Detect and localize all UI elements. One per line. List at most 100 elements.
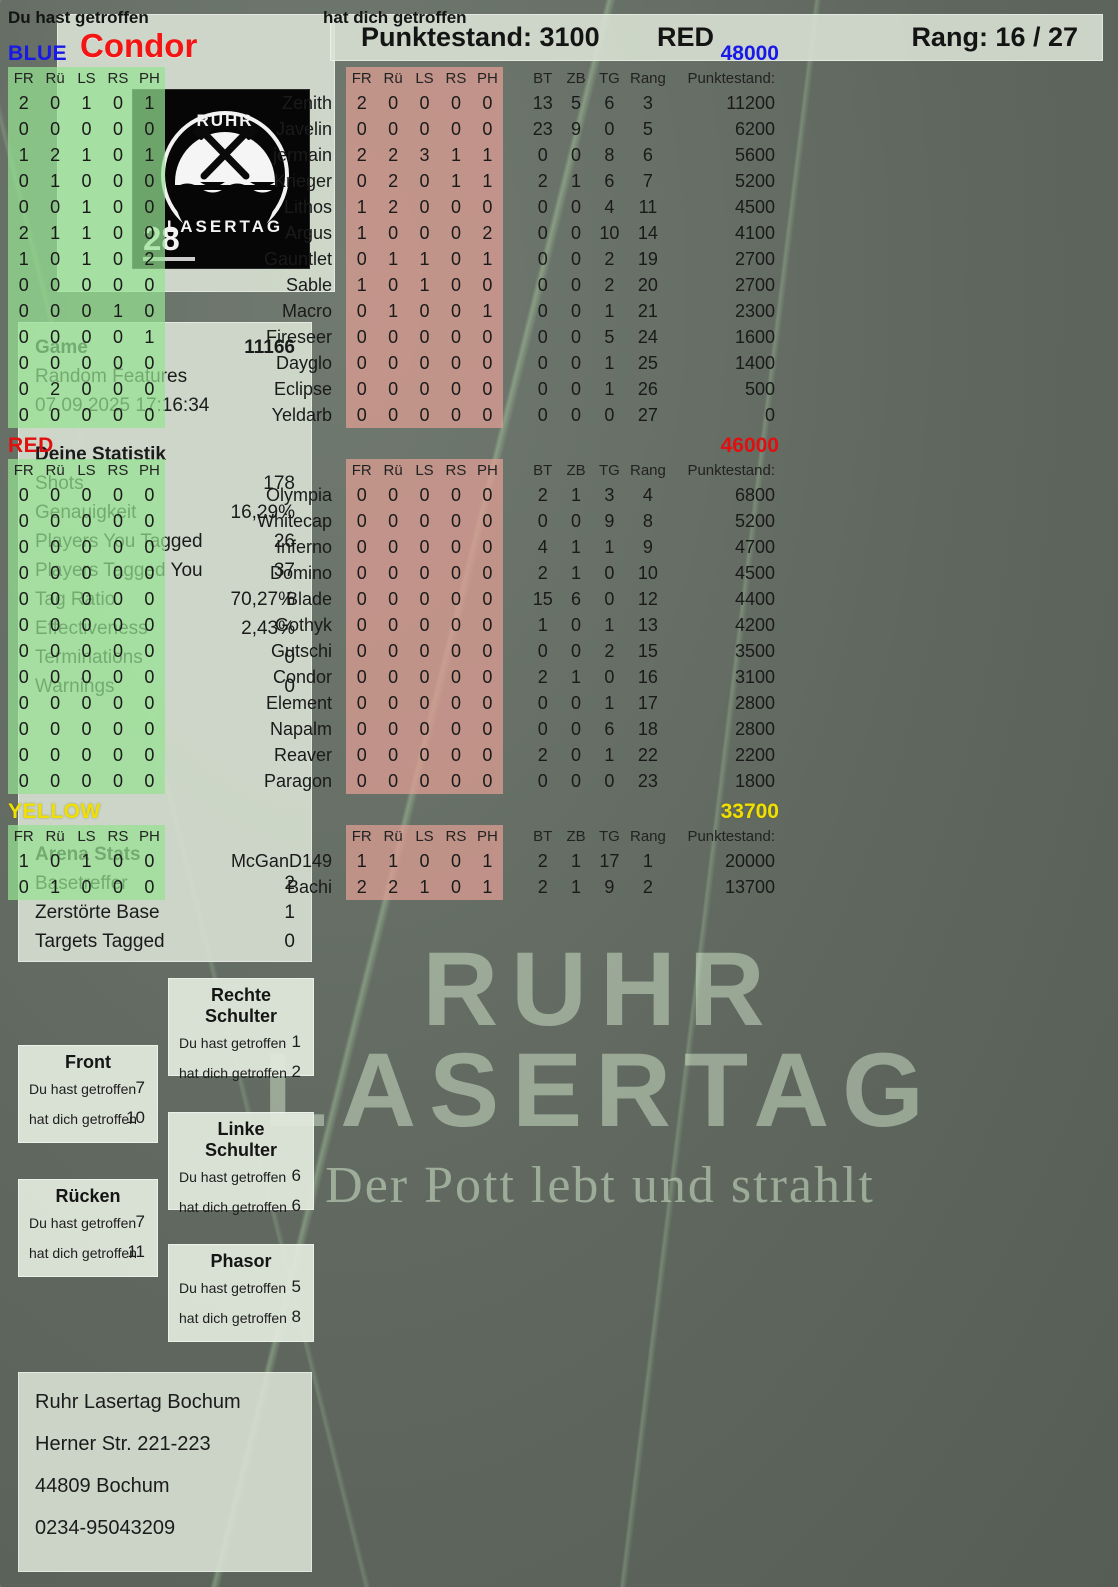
cell-points: 2800 bbox=[734, 692, 775, 713]
table-row[interactable]: 0 1 0 0 0 Bachi 2 2 1 0 1 2 1 9 2 13700 bbox=[8, 874, 779, 900]
table-row[interactable]: 0 0 0 0 0 Condor 0 0 0 0 0 2 1 0 16 3100 bbox=[8, 664, 779, 690]
table-row[interactable]: 1 0 1 0 2 Gauntlet 0 1 1 0 1 0 0 2 19 2700 bbox=[8, 246, 779, 272]
col-head-Rang: Rang bbox=[629, 828, 666, 845]
table-row[interactable]: 0 0 0 0 0 Sable 1 0 1 0 0 0 0 2 20 2700 bbox=[8, 272, 779, 298]
col-head-TG: TG bbox=[598, 462, 620, 479]
cell-points: 6800 bbox=[734, 484, 775, 505]
table-row[interactable]: 0 0 0 0 0 Gothyk 0 0 0 0 0 1 0 1 13 4200 bbox=[8, 612, 779, 638]
cell-hit-you: 0 bbox=[440, 874, 472, 900]
cell-you-hit: 0 bbox=[8, 742, 40, 768]
cell-points: 500 bbox=[744, 378, 775, 399]
cell-you-hit: 0 bbox=[8, 402, 40, 428]
table-row[interactable]: 0 0 0 0 0 Paragon 0 0 0 0 0 0 0 0 23 1800 bbox=[8, 768, 779, 794]
table-row[interactable]: 1 2 1 0 1 jermain 2 2 3 1 1 0 0 8 6 5600 bbox=[8, 142, 779, 168]
table-row[interactable]: 0 0 0 0 0 Inferno 0 0 0 0 0 4 1 1 9 4700 bbox=[8, 534, 779, 560]
cell-you-hit: 0 bbox=[102, 246, 134, 272]
cell-you-hit: 0 bbox=[102, 402, 134, 428]
cell-hit-you: 0 bbox=[471, 742, 504, 768]
cell-player-name: Dayglo bbox=[275, 352, 332, 373]
table-row[interactable]: 0 0 0 0 0 Napalm 0 0 0 0 0 0 0 6 18 2800 bbox=[8, 716, 779, 742]
cell-you-hit: 0 bbox=[70, 534, 103, 560]
cell-you-hit: 0 bbox=[70, 560, 103, 586]
bodypart-title: Rücken bbox=[55, 1186, 121, 1206]
cell-hit-you: 0 bbox=[408, 848, 441, 874]
table-row[interactable]: 0 1 0 0 0 Krieger 0 2 0 1 1 2 1 6 7 5200 bbox=[8, 168, 779, 194]
table-row[interactable]: 0 0 0 0 0 Whitecap 0 0 0 0 0 0 0 9 8 5200 bbox=[8, 508, 779, 534]
cell-hit-you: 0 bbox=[408, 116, 441, 142]
table-row[interactable]: 2 0 1 0 1 Zenith 2 0 0 0 0 13 5 6 3 11200 bbox=[8, 90, 779, 116]
arena-stat-row: Zerstörte Base 1 bbox=[19, 900, 311, 929]
arena-stat-value: 1 bbox=[284, 902, 295, 923]
cell-hit-you: 0 bbox=[346, 246, 378, 272]
cell-hit-you: 0 bbox=[440, 90, 472, 116]
cell-rang: 12 bbox=[637, 588, 658, 609]
cell-you-hit: 0 bbox=[8, 194, 40, 220]
cell-you-hit: 0 bbox=[70, 664, 103, 690]
stat-value: 0 bbox=[284, 647, 295, 668]
cell-rang: 15 bbox=[637, 640, 658, 661]
cell-rang: 18 bbox=[637, 718, 658, 739]
cell-you-hit: 0 bbox=[39, 272, 71, 298]
cell-player-name: Krieger bbox=[273, 170, 332, 191]
cell-hit-you: 0 bbox=[346, 664, 378, 690]
cell-hit-you: 0 bbox=[377, 534, 409, 560]
scoretable: BLUE 48000 FR Rü LS RS PH FR Rü LS RS PH BT ZB TG Rang P… bbox=[8, 36, 779, 900]
table-row[interactable]: 0 0 1 0 0 Lithos 1 2 0 0 0 0 0 4 11 4500 bbox=[8, 194, 779, 220]
cell-player-name: Sable bbox=[285, 274, 332, 295]
table-row[interactable]: 0 0 0 0 0 Dayglo 0 0 0 0 0 0 0 1 25 1400 bbox=[8, 350, 779, 376]
cell-tg: 6 bbox=[604, 92, 615, 113]
table-row[interactable]: 1 0 1 0 0 McGanD149 1 1 0 0 1 2 1 17 1 20000 bbox=[8, 848, 779, 874]
table-row[interactable]: 0 0 0 0 0 Gutschi 0 0 0 0 0 0 0 2 15 3500 bbox=[8, 638, 779, 664]
table-row[interactable]: 0 0 0 0 0 Domino 0 0 0 0 0 2 1 0 10 4500 bbox=[8, 560, 779, 586]
bodypart-box-phasor: Phasor Du hast getroffen 5 hat dich getroff… bbox=[168, 1244, 314, 1342]
table-row[interactable]: 0 0 0 0 0 Javelin 0 0 0 0 0 23 9 0 5 6200 bbox=[8, 116, 779, 142]
table-row[interactable]: 0 0 0 0 1 Fireseer 0 0 0 0 0 0 0 5 24 1600 bbox=[8, 324, 779, 350]
col-head-playername bbox=[165, 459, 346, 482]
cell-points: 4500 bbox=[734, 562, 775, 583]
cell-zb: 0 bbox=[571, 300, 582, 321]
table-row[interactable]: 0 0 0 1 0 Macro 0 1 0 0 1 0 0 1 21 2300 bbox=[8, 298, 779, 324]
cell-you-hit: 0 bbox=[102, 534, 134, 560]
scoretable-headings: Du hast getroffen hat dich getroffen bbox=[8, 8, 779, 34]
cell-points: 11200 bbox=[726, 92, 775, 113]
table-row[interactable]: 0 0 0 0 0 Reaver 0 0 0 0 0 2 0 1 22 2200 bbox=[8, 742, 779, 768]
col-head-them-LS: LS bbox=[408, 67, 441, 90]
cell-you-hit: 0 bbox=[133, 638, 166, 664]
cell-hit-you: 0 bbox=[346, 298, 378, 324]
cell-hit-you: 0 bbox=[346, 508, 378, 534]
cell-you-hit: 0 bbox=[102, 612, 134, 638]
cell-hit-you: 0 bbox=[471, 482, 504, 508]
cell-hit-you: 0 bbox=[377, 482, 409, 508]
cell-points: 2800 bbox=[734, 718, 775, 739]
cell-you-hit: 0 bbox=[102, 168, 134, 194]
cell-hit-you: 0 bbox=[471, 194, 504, 220]
cell-hit-you: 0 bbox=[346, 324, 378, 350]
column-header-row: FR Rü LS RS PH FR Rü LS RS PH BT ZB TG Rang Punktestan… bbox=[8, 459, 779, 482]
cell-zb: 0 bbox=[571, 144, 582, 165]
cell-hit-you: 0 bbox=[440, 716, 472, 742]
cell-tg: 9 bbox=[604, 876, 615, 897]
cell-you-hit: 0 bbox=[70, 116, 103, 142]
cell-hit-you: 0 bbox=[346, 350, 378, 376]
table-row[interactable]: 2 1 1 0 0 Argus 1 0 0 0 2 0 0 10 14 4100 bbox=[8, 220, 779, 246]
bodypart-hit-value: 7 bbox=[135, 1078, 145, 1097]
cell-you-hit: 1 bbox=[70, 142, 103, 168]
cell-hit-you: 1 bbox=[440, 142, 472, 168]
cell-you-hit: 0 bbox=[8, 508, 40, 534]
bodypart-hit-row: Du hast getroffen 7 bbox=[29, 1077, 147, 1107]
table-row[interactable]: 0 0 0 0 0 Blade 0 0 0 0 0 15 6 0 12 4400 bbox=[8, 586, 779, 612]
cell-tg: 0 bbox=[604, 118, 615, 139]
table-row[interactable]: 0 2 0 0 0 Eclipse 0 0 0 0 0 0 0 1 26 500 bbox=[8, 376, 779, 402]
table-row[interactable]: 0 0 0 0 0 Olympia 0 0 0 0 0 2 1 3 4 6800 bbox=[8, 482, 779, 508]
cell-you-hit: 1 bbox=[39, 168, 71, 194]
table-row[interactable]: 0 0 0 0 0 Element 0 0 0 0 0 0 0 1 17 2800 bbox=[8, 690, 779, 716]
cell-hit-you: 0 bbox=[408, 508, 441, 534]
cell-you-hit: 0 bbox=[8, 560, 40, 586]
cell-player-name: Bachi bbox=[286, 876, 332, 897]
cell-you-hit: 0 bbox=[39, 508, 71, 534]
cell-hit-you: 2 bbox=[377, 194, 409, 220]
cell-you-hit: 0 bbox=[102, 194, 134, 220]
table-row[interactable]: 0 0 0 0 0 Yeldarb 0 0 0 0 0 0 0 0 27 0 bbox=[8, 402, 779, 428]
cell-you-hit: 0 bbox=[133, 194, 166, 220]
bodypart-hit-label: Du hast getroffen bbox=[179, 1280, 287, 1296]
